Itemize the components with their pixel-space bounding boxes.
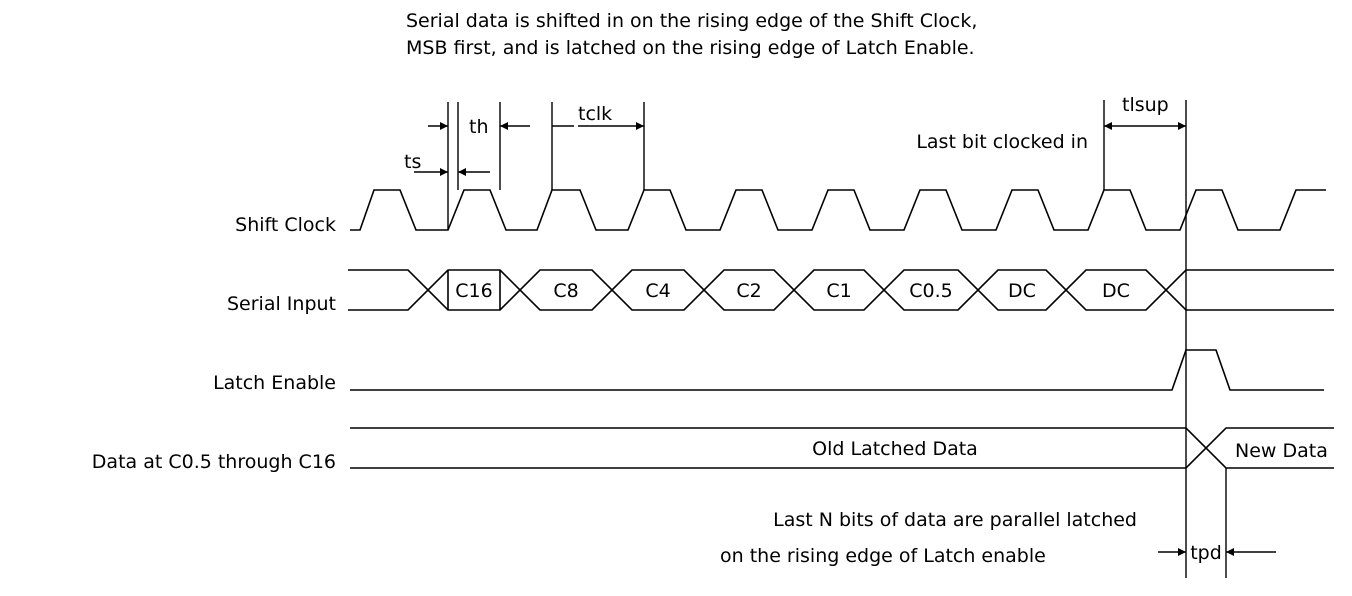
serial-bit-label: C8: [553, 280, 578, 302]
serial-bit-label: C16: [455, 280, 492, 302]
signal-label-serial-input: Serial Input: [227, 293, 336, 315]
caption-line-1: Serial data is shifted in on the rising …: [406, 10, 977, 32]
caption-line-2: MSB first, and is latched on the rising …: [406, 37, 975, 59]
ts-arrowhead-right: [458, 168, 466, 176]
latch-enable-waveform: [350, 349, 1324, 391]
new-data-label: New Data: [1235, 440, 1328, 462]
signal-label-latch-enable: Latch Enable: [213, 372, 336, 394]
serial-bit-label: C2: [736, 280, 761, 302]
serial-bit-label: DC: [1102, 280, 1130, 302]
signal-label-data-out: Data at C0.5 through C16: [92, 451, 336, 473]
latched-note-line-2: on the rising edge of Latch enable: [720, 545, 1046, 567]
ts-label: ts: [404, 151, 421, 173]
last-bit-note: Last bit clocked in: [916, 131, 1088, 153]
serial-bit-label: DC: [1008, 280, 1036, 302]
serial-input-waveform: [348, 269, 1334, 311]
shift-clock-waveform: [350, 189, 1326, 231]
signal-label-shift-clock: Shift Clock: [235, 214, 336, 236]
latched-note-line-1: Last N bits of data are parallel latched: [773, 509, 1137, 531]
tlsup-label: tlsup: [1122, 94, 1169, 116]
ts-arrowhead-left: [440, 168, 448, 176]
serial-bit-label: C1: [826, 280, 851, 302]
old-latched-data-label: Old Latched Data: [812, 438, 978, 460]
tlsup-arrowhead-left: [1104, 122, 1112, 130]
th-label: th: [469, 116, 489, 138]
tpd-arrowhead-left: [1178, 548, 1186, 556]
serial-bit-label: C4: [645, 280, 670, 302]
tpd-label: tpd: [1190, 542, 1222, 564]
th-arrowhead-right: [500, 122, 508, 130]
tlsup-arrowhead-right: [1178, 122, 1186, 130]
th-arrowhead-left: [440, 122, 448, 130]
data-out-waveform: [350, 427, 1334, 469]
tpd-arrowhead-right: [1226, 548, 1234, 556]
tclk-label: tclk: [578, 103, 612, 125]
serial-bit-label: C0.5: [909, 280, 952, 302]
